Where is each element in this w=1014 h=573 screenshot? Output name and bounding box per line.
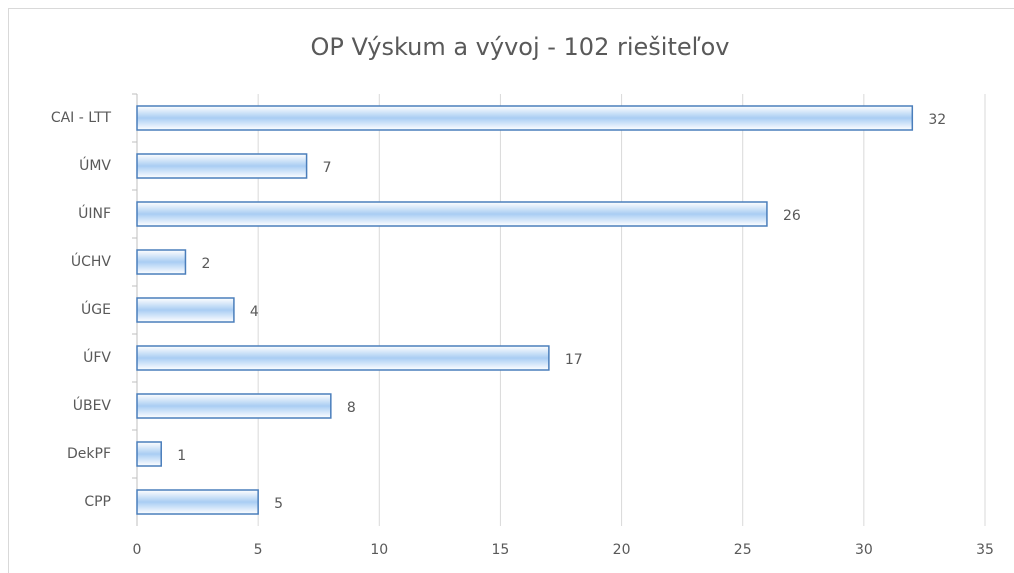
bar [136, 105, 914, 131]
bar [136, 345, 550, 371]
data-label: 7 [323, 160, 332, 176]
data-label: 4 [250, 304, 259, 320]
x-tick-label: 10 [370, 542, 388, 558]
x-tick-label: 25 [734, 542, 752, 558]
x-tick-label: 5 [254, 542, 263, 558]
bar [136, 393, 332, 419]
data-label: 5 [274, 496, 283, 512]
data-label: 2 [201, 256, 210, 272]
bar [136, 489, 259, 515]
bar [136, 153, 308, 179]
y-tick-label: ÚFV [83, 348, 111, 366]
x-tick-label: 30 [855, 542, 873, 558]
chart-frame [8, 8, 1014, 573]
y-tick-label: CAI - LTT [51, 110, 112, 126]
y-tick-label: ÚCHV [71, 252, 112, 270]
data-label: 26 [783, 208, 801, 224]
chart-title: OP Výskum a vývoj - 102 riešiteľov [310, 33, 729, 61]
y-tick-label: ÚMV [79, 156, 111, 174]
y-tick-label: ÚGE [81, 300, 111, 318]
y-tick-label: ÚBEV [73, 396, 112, 414]
x-tick-label: 20 [613, 542, 631, 558]
bar [136, 201, 768, 227]
y-tick-label: DekPF [67, 446, 111, 462]
x-tick-label: 15 [492, 542, 510, 558]
data-label: 1 [177, 448, 186, 464]
data-label: 8 [347, 400, 356, 416]
data-label: 17 [565, 352, 583, 368]
data-label: 32 [928, 112, 946, 128]
y-tick-label: CPP [84, 494, 111, 510]
bar [136, 441, 162, 467]
bar [136, 249, 187, 275]
y-tick-label: ÚINF [78, 204, 111, 222]
x-tick-label: 0 [133, 542, 142, 558]
x-tick-label: 35 [976, 542, 994, 558]
bar [136, 297, 235, 323]
